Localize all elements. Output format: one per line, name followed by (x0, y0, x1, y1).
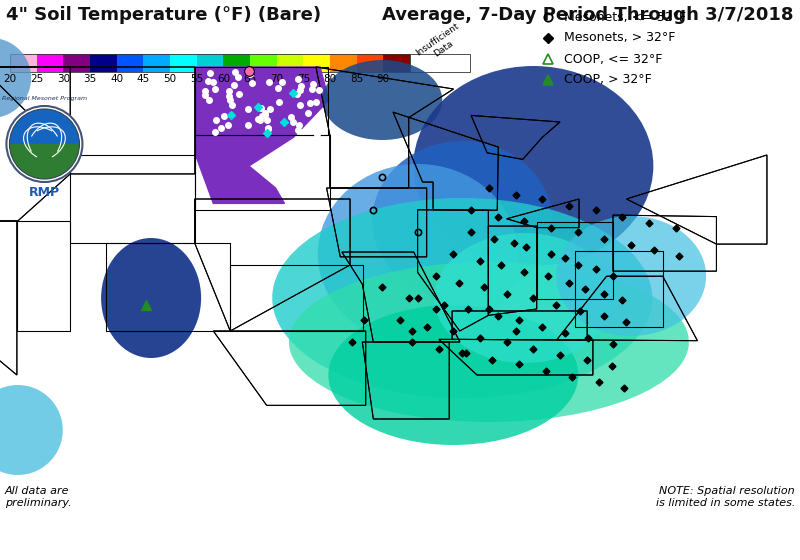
Bar (10, 54, 410, 72)
Text: 65: 65 (243, 74, 257, 84)
Ellipse shape (556, 216, 706, 336)
Text: 40: 40 (110, 74, 123, 84)
Bar (357, 54, 383, 72)
Ellipse shape (372, 141, 552, 301)
Text: All data are
preliminary.: All data are preliminary. (5, 486, 72, 507)
Text: 70: 70 (270, 74, 283, 84)
Bar (63, 54, 90, 72)
Bar (197, 54, 223, 72)
Polygon shape (195, 133, 285, 203)
Text: 25: 25 (30, 74, 43, 84)
Bar (330, 54, 357, 72)
Text: Regional Mesonet Program: Regional Mesonet Program (2, 96, 87, 101)
Text: Average, 7-Day Period Through 3/7/2018: Average, 7-Day Period Through 3/7/2018 (382, 6, 794, 24)
Text: 55: 55 (190, 74, 203, 84)
Ellipse shape (0, 38, 31, 118)
Text: 45: 45 (137, 74, 150, 84)
Text: Insufficient
Data: Insufficient Data (414, 22, 466, 67)
Text: Mesonets, > 32°F: Mesonets, > 32°F (564, 31, 675, 44)
Bar (303, 54, 330, 72)
Bar (223, 54, 250, 72)
Text: RMP: RMP (29, 186, 60, 199)
Bar (383, 54, 410, 72)
Bar (170, 54, 197, 72)
Polygon shape (195, 67, 329, 166)
Circle shape (6, 106, 82, 182)
Text: 60: 60 (217, 74, 230, 84)
Text: 35: 35 (83, 74, 97, 84)
Bar (277, 54, 303, 72)
Text: 90: 90 (377, 74, 390, 84)
Bar (90, 54, 117, 72)
Text: 80: 80 (323, 74, 337, 84)
Text: 4" Soil Temperature (°F) (Bare): 4" Soil Temperature (°F) (Bare) (6, 6, 321, 24)
Text: 50: 50 (163, 74, 177, 84)
Text: 30: 30 (57, 74, 70, 84)
Bar (0, 45, 800, 485)
Ellipse shape (322, 60, 442, 140)
Ellipse shape (318, 164, 518, 344)
Ellipse shape (0, 385, 62, 475)
Text: COOP, > 32°F: COOP, > 32°F (564, 73, 652, 86)
Ellipse shape (328, 305, 578, 445)
Bar (143, 54, 170, 72)
Bar (117, 54, 143, 72)
Bar (250, 54, 277, 72)
Text: NOTE: Spatial resolution
is limited in some states.: NOTE: Spatial resolution is limited in s… (656, 486, 795, 507)
Wedge shape (10, 144, 79, 179)
Ellipse shape (101, 238, 201, 358)
Ellipse shape (289, 262, 689, 422)
Bar (37, 54, 63, 72)
Text: 85: 85 (350, 74, 363, 84)
Ellipse shape (272, 198, 652, 398)
Bar (410, 54, 470, 72)
Text: 20: 20 (3, 74, 17, 84)
Wedge shape (10, 109, 79, 144)
Text: Mesonets, <= 32°F: Mesonets, <= 32°F (564, 11, 686, 24)
Text: COOP, <= 32°F: COOP, <= 32°F (564, 53, 662, 66)
Text: 75: 75 (297, 74, 310, 84)
Ellipse shape (434, 233, 614, 363)
Bar (10, 54, 37, 72)
Ellipse shape (414, 66, 654, 266)
